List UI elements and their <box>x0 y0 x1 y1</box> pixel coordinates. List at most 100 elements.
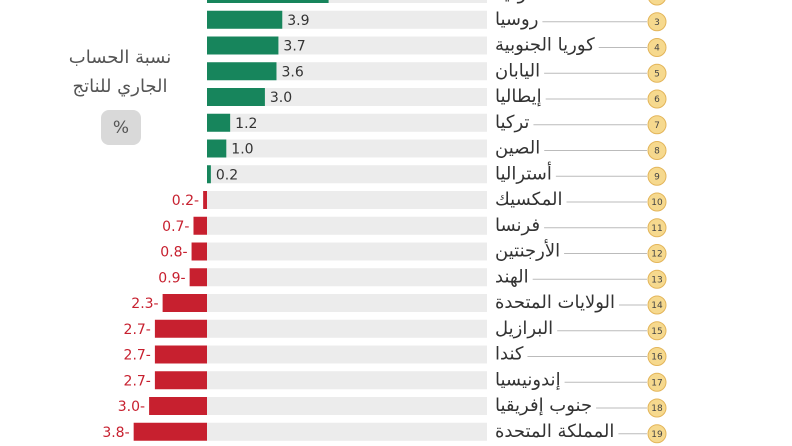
row-background <box>207 216 487 235</box>
value-label: 2.7- <box>124 322 151 338</box>
rank: 13 <box>651 275 662 285</box>
country-name: تركيا <box>495 112 529 133</box>
country-name: إيطاليا <box>495 86 542 107</box>
row-background <box>207 165 487 184</box>
row-background <box>207 191 487 209</box>
value-label: 2.3- <box>131 296 158 312</box>
country-name: الأرجنتين <box>495 240 560 262</box>
row-background <box>207 397 487 415</box>
rank-badge <box>647 295 667 315</box>
value-label: 2.7- <box>124 348 151 364</box>
rank: 3 <box>654 18 660 28</box>
value-label: 0.7- <box>162 219 189 235</box>
rank: 11 <box>651 224 662 234</box>
rank: 6 <box>654 95 660 105</box>
bar <box>154 319 207 338</box>
value-label: 0.9- <box>158 270 185 286</box>
unit-badge <box>101 110 141 145</box>
bar <box>207 10 283 29</box>
bar <box>207 139 227 158</box>
rank-badge <box>647 424 667 444</box>
value-label: 2.7- <box>124 373 151 389</box>
rank-badge <box>647 372 667 392</box>
side-title: الجاري للناتج <box>72 76 167 97</box>
bar <box>133 422 207 441</box>
bar <box>162 294 207 312</box>
row-background <box>207 62 487 81</box>
country-name: كندا <box>495 344 524 365</box>
bar <box>207 36 279 55</box>
rank-badge <box>647 63 667 83</box>
rank: 7 <box>654 121 660 131</box>
bar <box>154 371 207 390</box>
row-background <box>207 88 487 106</box>
row-background <box>207 319 487 338</box>
value-label: 0.2- <box>172 193 199 209</box>
country-name: البرازيل <box>495 318 553 339</box>
rank: 15 <box>651 327 662 337</box>
bar <box>207 62 277 81</box>
rank: 9 <box>654 172 660 182</box>
rank-badge <box>647 347 667 366</box>
row-background <box>207 345 487 364</box>
row-background <box>207 139 487 158</box>
row-background <box>207 422 487 441</box>
rank-badge <box>647 218 667 238</box>
country-name: الهند <box>495 266 529 287</box>
rank: 17 <box>651 378 662 388</box>
row-background <box>207 113 487 132</box>
bar <box>203 191 207 209</box>
rank: 16 <box>651 353 663 363</box>
country-name: روسيا <box>495 9 538 30</box>
rank-badge <box>647 192 667 212</box>
rank: 12 <box>651 250 662 260</box>
rank-badge <box>647 38 667 57</box>
bar <box>154 345 207 364</box>
country-name: كوريا الجنوبية <box>495 35 595 56</box>
bar <box>191 242 207 261</box>
rank-badge <box>647 398 667 418</box>
bar <box>193 216 207 235</box>
rank: 14 <box>651 301 663 311</box>
country-name: اليابان <box>495 60 540 81</box>
value-label: 3.6 <box>281 64 303 80</box>
rank-badge <box>647 115 667 135</box>
country-name: الصين <box>495 138 540 159</box>
value-label: 3.0 <box>270 90 292 106</box>
rank-badge <box>647 269 667 289</box>
rank: 10 <box>651 198 663 208</box>
country-name: جنوب إفريقيا <box>495 395 592 416</box>
rank-badge <box>647 166 667 186</box>
value-label: 1.0 <box>231 142 253 158</box>
bar <box>189 268 207 287</box>
value-label: 3.0- <box>118 399 145 415</box>
rank: 18 <box>651 404 663 414</box>
rank: 4 <box>654 44 660 54</box>
country-name: إندونيسيا <box>495 369 561 390</box>
row-background <box>207 294 487 312</box>
row-background <box>207 268 487 287</box>
country-name: فرنسا <box>495 215 540 236</box>
rank-badge <box>647 89 667 109</box>
bar <box>207 113 231 132</box>
value-label: 1.2 <box>235 116 257 132</box>
row-background <box>207 371 487 390</box>
rank: 5 <box>654 69 660 79</box>
value-label: 0.2 <box>216 167 238 183</box>
rank: 2 <box>654 0 660 2</box>
rank-badge <box>647 12 667 32</box>
row-background <box>207 0 487 3</box>
bar <box>207 0 329 3</box>
rank-badge <box>647 244 667 263</box>
rank-badge <box>648 0 666 6</box>
value-label: 3.8- <box>102 425 129 441</box>
bar <box>207 165 211 184</box>
rank: 19 <box>651 430 663 440</box>
side-title: نسبة الحساب <box>69 47 171 68</box>
bar <box>207 88 265 106</box>
country-name: المملكة المتحدة <box>495 421 614 442</box>
country-name: الولايات المتحدة <box>495 292 615 313</box>
country-name: أستراليا <box>495 161 552 184</box>
